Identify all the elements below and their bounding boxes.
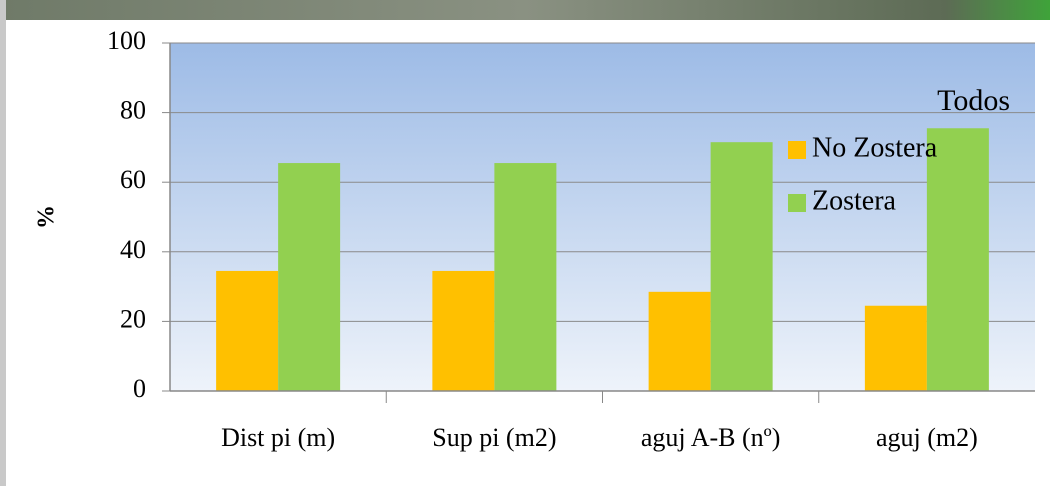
bar xyxy=(649,292,711,391)
legend-swatch xyxy=(788,141,806,159)
left-edge xyxy=(0,0,6,486)
x-tick-label: aguj A-B (nº) xyxy=(641,423,780,452)
legend-label: Zostera xyxy=(812,185,897,216)
y-tick-label: 20 xyxy=(120,304,146,333)
y-tick-label: 60 xyxy=(120,165,146,194)
chart-title: Todos xyxy=(937,84,1010,117)
bar xyxy=(216,271,278,391)
bar xyxy=(865,306,927,391)
legend-label: No Zostera xyxy=(812,132,938,163)
bar xyxy=(278,163,340,391)
chart: Todos % 0 20 40 60 80 100 Dist pi (m) Sup pi (m… xyxy=(0,0,1050,486)
photo-strip xyxy=(0,0,1050,20)
bar xyxy=(432,271,494,391)
bar xyxy=(494,163,556,391)
legend-swatch xyxy=(788,194,806,212)
y-tick-label: 100 xyxy=(107,26,146,55)
y-tick-label: 80 xyxy=(120,96,146,125)
bar xyxy=(927,128,989,391)
x-tick-label: Sup pi (m2) xyxy=(432,423,556,452)
y-tick-label: 0 xyxy=(133,374,146,403)
y-axis-label: % xyxy=(34,205,60,229)
x-tick-label: Dist pi (m) xyxy=(221,423,335,452)
y-tick-label: 40 xyxy=(120,235,146,264)
x-tick-label: aguj (m2) xyxy=(876,423,978,452)
bar xyxy=(711,142,773,391)
